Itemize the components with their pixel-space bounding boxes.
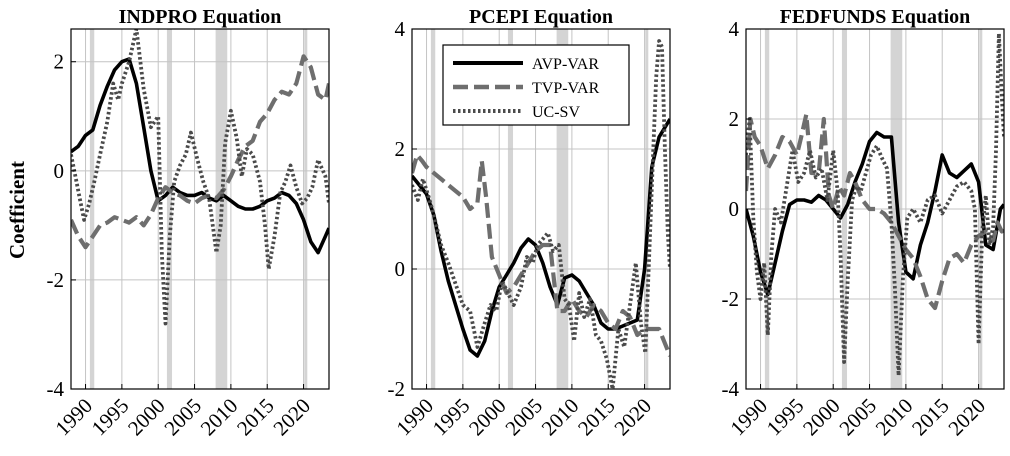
indpro-title: INDPRO Equation — [119, 6, 282, 28]
legend-label-avp: AVP-VAR — [532, 56, 599, 73]
indpro-y-tick-label: -2 — [47, 268, 65, 292]
indpro-axes-frame — [70, 28, 330, 390]
pcepi-title: PCEPI Equation — [469, 6, 613, 28]
fedfunds-y-tick-label: 2 — [729, 107, 740, 131]
fedfunds-series-ucsv — [746, 31, 1004, 378]
indpro-recession-band — [89, 29, 95, 389]
legend-label-ucsv: UC-SV — [532, 104, 580, 121]
fedfunds-title: FEDFUNDS Equation — [780, 6, 971, 28]
fedfunds-y-tick-label: 4 — [729, 17, 740, 41]
pcepi-series-ucsv — [412, 39, 670, 389]
legend: AVP-VAR TVP-VAR UC-SV — [442, 44, 630, 126]
pcepi-series-group — [412, 39, 670, 389]
pcepi-recession-band — [645, 29, 649, 389]
fedfunds-y-tick-label: -4 — [722, 377, 740, 401]
indpro-series-tvp — [71, 54, 329, 250]
indpro-y-tick-label: -4 — [47, 377, 65, 401]
indpro-series-ucsv — [71, 29, 329, 326]
indpro-recession-band — [166, 29, 173, 389]
indpro-y-tick-label: 0 — [54, 159, 65, 183]
pcepi-y-tick-label: 0 — [395, 257, 406, 281]
y-axis-label: Coefficient — [5, 161, 29, 259]
fedfunds-y-tick-label: 0 — [729, 197, 740, 221]
pcepi-series-avp — [412, 118, 670, 358]
fedfunds-series-tvp — [746, 112, 1004, 311]
pcepi-y-tick-label: 2 — [395, 137, 406, 161]
indpro-series-avp — [71, 57, 329, 255]
indpro-series-group — [71, 29, 329, 326]
fedfunds-series-group — [746, 31, 1004, 378]
indpro-recession-band — [215, 29, 228, 389]
pcepi-y-tick-label: -2 — [388, 377, 406, 401]
legend-label-tvp: TVP-VAR — [532, 80, 600, 97]
indpro-recession-band — [304, 29, 308, 389]
pcepi-recession-band — [507, 29, 514, 389]
fedfunds-y-tick-label: -2 — [722, 287, 740, 311]
pcepi-recession-band — [556, 29, 569, 389]
indpro-y-tick-label: 2 — [54, 50, 65, 74]
fedfunds-series-avp — [746, 130, 1004, 297]
pcepi-y-tick-label: 4 — [395, 17, 406, 41]
pcepi-axes-frame — [411, 28, 671, 390]
